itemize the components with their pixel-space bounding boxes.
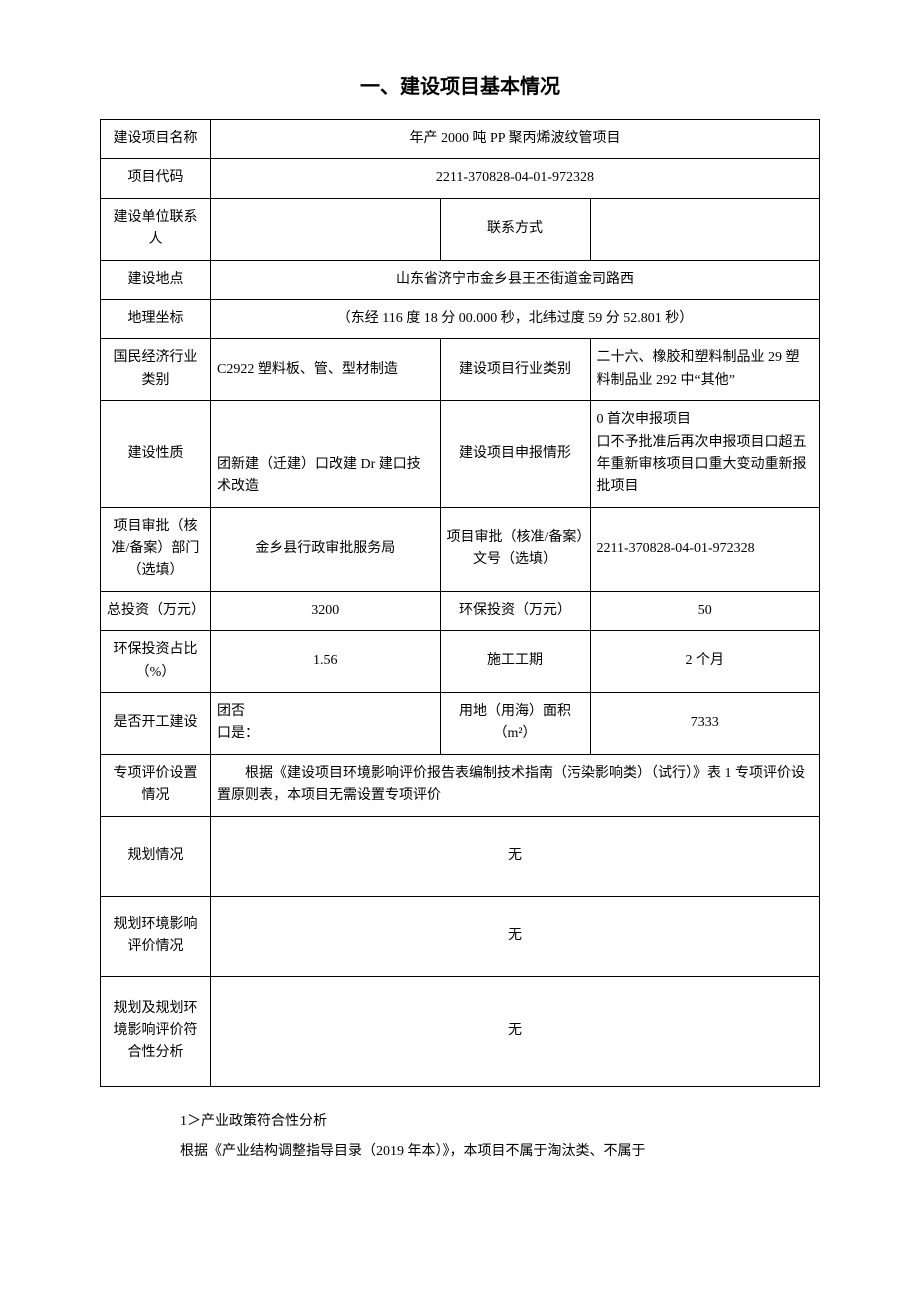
contact-label: 建设单位联系人 — [101, 198, 211, 260]
location-label: 建设地点 — [101, 260, 211, 299]
area-value: 7333 — [590, 693, 820, 755]
table-row: 国民经济行业类别 C2922 塑料板、管、型材制造 建设项目行业类别 二十六、橡… — [101, 339, 820, 401]
contact-method-value — [590, 198, 820, 260]
coord-value: （东经 116 度 18 分 00.000 秒，北纬过度 59 分 52.801… — [211, 299, 820, 338]
footer-line-2: 根据《产业结构调整指导目录（2019 年本）》，本项目不属于淘汰类、不属于 — [180, 1137, 820, 1168]
table-row: 环保投资占比（%） 1.56 施工工期 2 个月 — [101, 631, 820, 693]
proj-industry-label: 建设项目行业类别 — [440, 339, 590, 401]
table-row: 规划情况 无 — [101, 816, 820, 896]
env-ratio-label: 环保投资占比（%） — [101, 631, 211, 693]
table-row: 规划及规划环境影响评价符合性分析 无 — [101, 976, 820, 1086]
area-label: 用地（用海）面积（m²） — [440, 693, 590, 755]
env-ratio-value: 1.56 — [211, 631, 441, 693]
industry-cat-value: C2922 塑料板、管、型材制造 — [211, 339, 441, 401]
special-value: 根据《建设项目环境影响评价报告表编制技术指南（污染影响类）（试行）》表 1 专项… — [211, 754, 820, 816]
table-row: 建设性质 团新建（迁建）口改建 Dr 建口技术改造 建设项目申报情形 0 首次申… — [101, 401, 820, 508]
footer-line-1: 1＞产业政策符合性分析 — [180, 1107, 820, 1138]
plan-label: 规划情况 — [101, 816, 211, 896]
approval-doc-value: 2211-370828-04-01-972328 — [590, 507, 820, 591]
table-row: 建设单位联系人 联系方式 — [101, 198, 820, 260]
plan-env-value: 无 — [211, 896, 820, 976]
env-invest-label: 环保投资（万元） — [440, 591, 590, 630]
special-label: 专项评价设置情况 — [101, 754, 211, 816]
coord-label: 地理坐标 — [101, 299, 211, 338]
project-code-value: 2211-370828-04-01-972328 — [211, 159, 820, 198]
started-label: 是否开工建设 — [101, 693, 211, 755]
app-type-label: 建设项目申报情形 — [440, 401, 590, 508]
period-label: 施工工期 — [440, 631, 590, 693]
env-invest-value: 50 — [590, 591, 820, 630]
table-row: 专项评价设置情况 根据《建设项目环境影响评价报告表编制技术指南（污染影响类）（试… — [101, 754, 820, 816]
plan-env-label: 规划环境影响评价情况 — [101, 896, 211, 976]
project-code-label: 项目代码 — [101, 159, 211, 198]
plan-compat-value: 无 — [211, 976, 820, 1086]
project-info-table: 建设项目名称 年产 2000 吨 PP 聚丙烯波纹管项目 项目代码 2211-3… — [100, 119, 820, 1087]
table-row: 项目审批（核准/备案）部门（选填） 金乡县行政审批服务局 项目审批（核准/备案）… — [101, 507, 820, 591]
proj-industry-value: 二十六、橡胶和塑料制品业 29 塑料制品业 292 中“其他” — [590, 339, 820, 401]
approval-dept-label: 项目审批（核准/备案）部门（选填） — [101, 507, 211, 591]
industry-cat-label: 国民经济行业类别 — [101, 339, 211, 401]
table-row: 规划环境影响评价情况 无 — [101, 896, 820, 976]
total-invest-label: 总投资（万元） — [101, 591, 211, 630]
period-value: 2 个月 — [590, 631, 820, 693]
table-row: 总投资（万元） 3200 环保投资（万元） 50 — [101, 591, 820, 630]
project-name-value: 年产 2000 吨 PP 聚丙烯波纹管项目 — [211, 120, 820, 159]
approval-doc-label: 项目审批（核准/备案）文号（选填） — [440, 507, 590, 591]
location-value: 山东省济宁市金乡县王丕街道金司路西 — [211, 260, 820, 299]
nature-label: 建设性质 — [101, 401, 211, 508]
nature-value: 团新建（迁建）口改建 Dr 建口技术改造 — [211, 401, 441, 508]
app-type-value: 0 首次申报项目 口不予批准后再次申报项目口超五年重新审核项目口重大变动重新报批… — [590, 401, 820, 508]
started-value: 团否 口是： — [211, 693, 441, 755]
approval-dept-value: 金乡县行政审批服务局 — [211, 507, 441, 591]
table-row: 建设地点 山东省济宁市金乡县王丕街道金司路西 — [101, 260, 820, 299]
footer-text: 1＞产业政策符合性分析 根据《产业结构调整指导目录（2019 年本）》，本项目不… — [180, 1107, 820, 1169]
table-row: 地理坐标 （东经 116 度 18 分 00.000 秒，北纬过度 59 分 5… — [101, 299, 820, 338]
contact-value — [211, 198, 441, 260]
plan-compat-label: 规划及规划环境影响评价符合性分析 — [101, 976, 211, 1086]
project-name-label: 建设项目名称 — [101, 120, 211, 159]
contact-method-label: 联系方式 — [440, 198, 590, 260]
plan-value: 无 — [211, 816, 820, 896]
table-row: 是否开工建设 团否 口是： 用地（用海）面积（m²） 7333 — [101, 693, 820, 755]
total-invest-value: 3200 — [211, 591, 441, 630]
page-title: 一、建设项目基本情况 — [100, 70, 820, 99]
table-row: 建设项目名称 年产 2000 吨 PP 聚丙烯波纹管项目 — [101, 120, 820, 159]
table-row: 项目代码 2211-370828-04-01-972328 — [101, 159, 820, 198]
